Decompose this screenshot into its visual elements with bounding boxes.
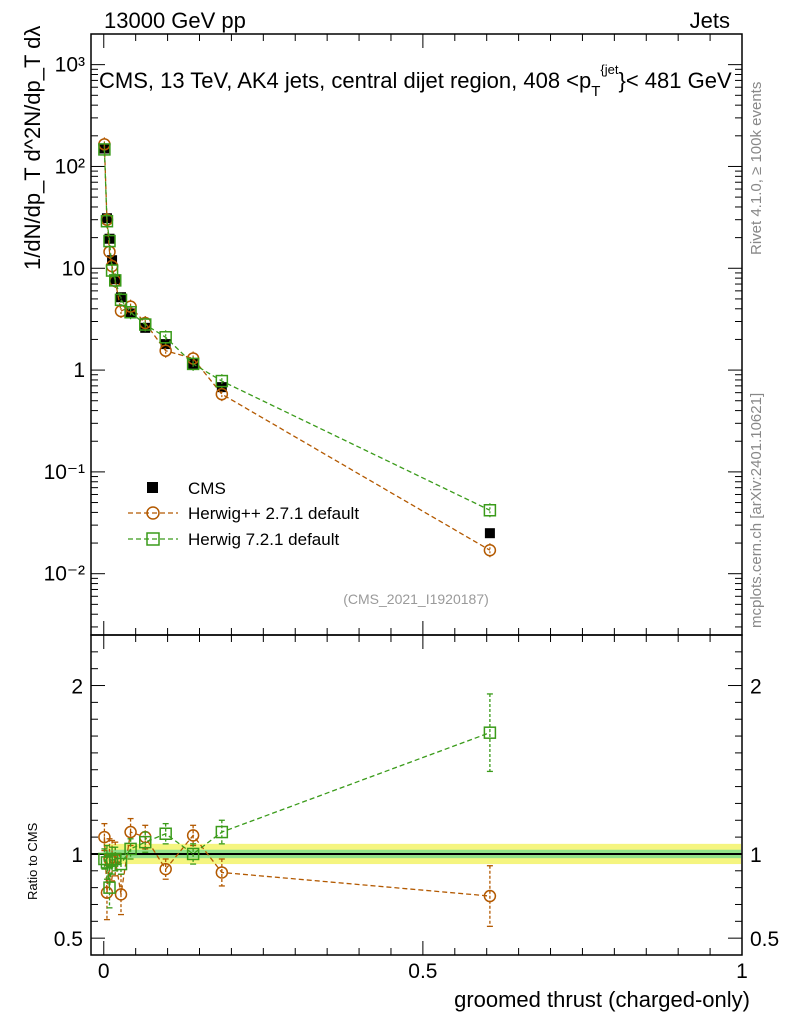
side-label-rivet: Rivet 4.1.0, ≥ 100k events: [748, 82, 765, 255]
ratio-point-1: [103, 881, 116, 894]
ratio-point-1: [105, 854, 119, 867]
main-point-2: [124, 305, 137, 319]
main-point-1: [215, 387, 229, 401]
x-tick-label: 0.5: [408, 960, 437, 983]
main-point-2: [159, 331, 172, 344]
main-series-line-2: [103, 149, 491, 511]
main-point-2: [186, 357, 200, 371]
main-point-2: [103, 234, 116, 248]
x-axis-label: groomed thrust (charged-only): [454, 987, 750, 1012]
legend-label-herwig7: Herwig 7.2.1 default: [188, 530, 339, 549]
main-point-2: [215, 374, 229, 388]
main-point-2: [114, 293, 128, 307]
side-label-mcplots: mcplots.cern.ch [arXiv:2401.10621]: [748, 393, 765, 628]
main-point-1: [483, 543, 497, 557]
main-point-2: [139, 318, 152, 331]
ratio-y-tick-label-right: 0.5: [750, 928, 779, 951]
ratio-y-tick-label-right: 2: [750, 676, 762, 699]
ratio-y-tick-label: 1: [71, 844, 83, 867]
main-y-tick-label: 10²: [55, 155, 85, 178]
analysis-id-annotation: (CMS_2021_I1920187): [343, 591, 489, 607]
main-axis-ticks: 10⁻² 10⁻¹ 1 10 10² 10³: [44, 33, 743, 635]
main-y-tick-label: 10: [62, 257, 85, 280]
main-point-2: [109, 274, 122, 287]
ratio-point-1: [186, 847, 200, 861]
main-point-2: [105, 264, 119, 277]
ratio-uncertainty-band: [91, 843, 742, 865]
ratio-point-0: [114, 888, 128, 901]
x-tick-label: 1: [736, 960, 748, 983]
main-y-tick-label: 10⁻¹: [44, 461, 85, 484]
main-y-axis-label: 1/dN/dp_T d^2N/dp_T dλ: [20, 26, 45, 270]
ratio-point-0: [215, 866, 229, 879]
header-analysis-group: Jets: [690, 8, 730, 33]
ratio-axis-ticks: 0.5 0.51 12 20 0.5 1: [54, 634, 779, 983]
main-point-2: [100, 214, 114, 228]
ratio-point-1: [139, 835, 152, 849]
legend-label-herwigpp: Herwig++ 2.7.1 default: [188, 504, 359, 523]
ratio-point-0: [186, 829, 200, 842]
ratio-point-0: [124, 825, 137, 839]
header-process: 13000 GeV pp: [104, 8, 246, 33]
ratio-y-axis-label: Ratio to CMS: [25, 822, 40, 900]
ratio-point-1: [483, 726, 497, 739]
ratio-point-1: [124, 842, 137, 856]
legend-marker-herwig7: [146, 532, 160, 546]
ratio-point-1: [114, 857, 128, 871]
main-point-2: [483, 503, 497, 517]
ratio-panel-frame: [90, 634, 743, 956]
legend-label-cms: CMS: [188, 479, 226, 498]
ratio-point-0: [159, 862, 172, 876]
main-point-0: [484, 528, 495, 539]
main-y-tick-label: 1: [73, 359, 85, 382]
ratio-point-0: [483, 889, 497, 903]
main-y-tick-label: 10⁻²: [44, 563, 85, 586]
ratio-point-1: [159, 827, 172, 840]
main-point-1: [159, 344, 172, 357]
ratio-series-group: [98, 693, 497, 928]
ratio-y-tick-label-right: 1: [750, 844, 762, 867]
main-point-2: [98, 143, 111, 156]
ratio-point-0: [98, 830, 111, 844]
main-series-group: [98, 137, 497, 558]
ratio-point-1: [215, 825, 229, 839]
legend-marker-cms: [147, 482, 158, 493]
ratio-y-tick-label: 0.5: [54, 928, 83, 951]
legend-marker-herwigpp: [146, 506, 160, 520]
legend: CMS Herwig++ 2.7.1 default Herwig 7.2.1 …: [128, 479, 359, 549]
ratio-y-tick-label: 2: [71, 676, 83, 699]
x-tick-label: 0: [98, 960, 110, 983]
chart-title: CMS, 13 TeV, AK4 jets, central dijet reg…: [99, 62, 732, 100]
main-y-tick-label: 10³: [55, 54, 85, 77]
